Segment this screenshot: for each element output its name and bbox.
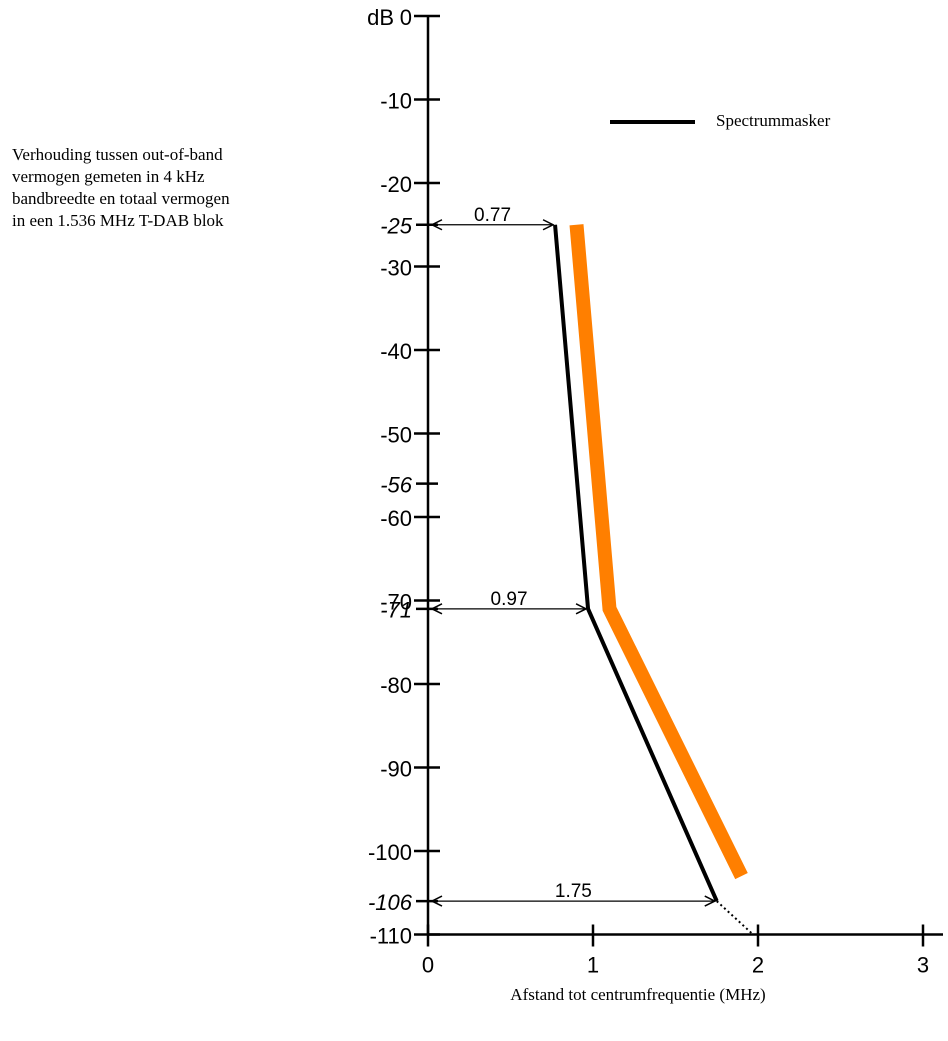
side-note-line: in een 1.536 MHz T-DAB blok — [12, 211, 224, 230]
series-line-spectrummasker — [553, 224, 719, 902]
y-special-tick-label: -25 — [380, 214, 413, 239]
y-tick-label: -70 — [380, 589, 412, 614]
y-tick-label: -30 — [380, 255, 412, 280]
series-layer — [553, 224, 754, 936]
dimension-label: 1.75 — [555, 881, 592, 902]
y-tick-label: 0 — [400, 5, 412, 30]
y-tick-label: -80 — [380, 673, 412, 698]
side-note-line: Verhouding tussen out-of-band — [12, 145, 223, 164]
dimension-label: 0.77 — [474, 205, 511, 226]
x-tick-label: 0 — [422, 953, 434, 978]
x-axis-label: Afstand tot centrumfrequentie (MHz) — [510, 985, 765, 1004]
series-dotted-extension — [716, 900, 754, 936]
y-special-tick-label: -106 — [368, 890, 413, 915]
side-note-line: bandbreedte en totaal vermogen — [12, 189, 230, 208]
y-tick-label: -60 — [380, 506, 412, 531]
y-tick-label: -90 — [380, 756, 412, 781]
annotations-layer: 0.77 0.97 1.75 — [432, 205, 715, 902]
side-note: Verhouding tussen out-of-band vermogen ge… — [12, 145, 230, 230]
axes: 0 -10 -20 -30 -40 -50 -60 -70 -80 -90 -100 -110 dB -2… — [367, 5, 943, 978]
series-line-orange — [569, 224, 748, 880]
dimension-label: 0.97 — [491, 589, 528, 610]
y-tick-label: -50 — [380, 422, 412, 447]
y-tick-label: -100 — [368, 840, 412, 865]
side-note-line: vermogen gemeten in 4 kHz — [12, 167, 205, 186]
x-tick-label: 1 — [587, 953, 599, 978]
y-axis-label: dB — [367, 5, 394, 30]
y-special-tick-label: -56 — [380, 472, 413, 497]
y-special-tick-label: -71 — [380, 598, 412, 623]
y-tick-label: -20 — [380, 172, 412, 197]
x-tick-label: 2 — [752, 953, 764, 978]
y-tick-label: -110 — [370, 923, 412, 948]
y-tick-label: -10 — [380, 88, 412, 113]
legend-label: Spectrummasker — [716, 111, 831, 130]
y-tick-label: -40 — [380, 339, 412, 364]
x-tick-label: 3 — [917, 953, 929, 978]
legend: Spectrummasker — [610, 111, 831, 130]
